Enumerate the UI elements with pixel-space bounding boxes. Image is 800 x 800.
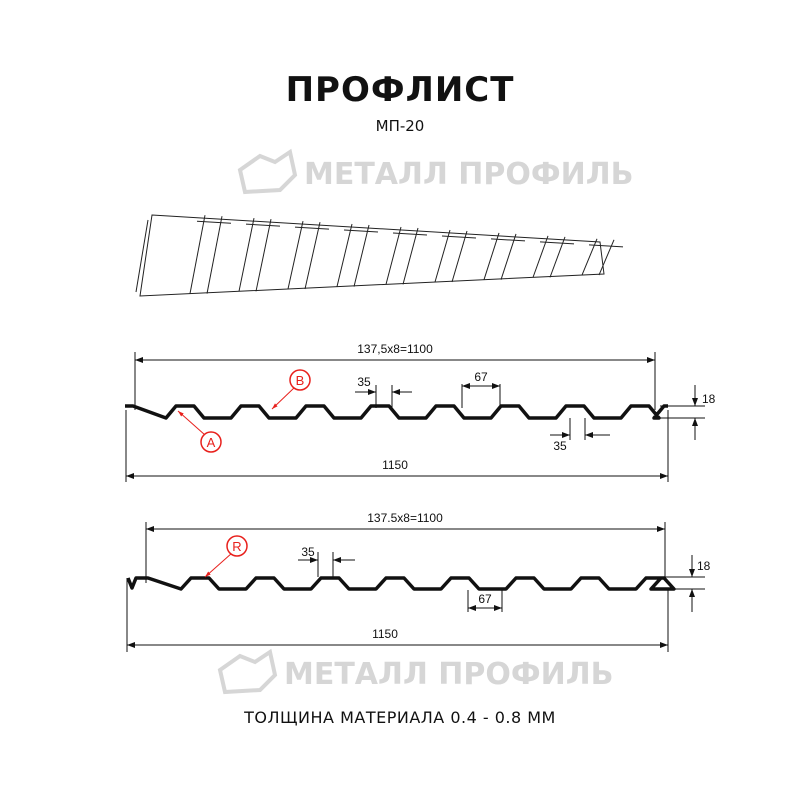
sheet-edge-line <box>135 219 149 293</box>
sheet-ridge-line <box>353 224 370 287</box>
profile-2-outline <box>126 576 676 591</box>
sheet-ridge-top <box>539 241 575 245</box>
sheet-ridge-top <box>196 220 232 224</box>
sheet-ridge-line <box>238 218 255 292</box>
sheet-ridge-line <box>532 235 549 278</box>
dim-height-label: 18 <box>702 392 716 406</box>
sheet-ridge-top <box>343 229 379 233</box>
watermark-logo-1: МЕТАЛЛ ПРОФИЛЬ <box>237 148 634 195</box>
page-subtitle: МП-20 <box>375 117 425 135</box>
sheet-ridge-line <box>304 221 321 290</box>
sheet-ridge-top <box>294 226 330 230</box>
dim-total-label: 1150 <box>372 627 398 641</box>
callout-r <box>226 535 248 557</box>
material-thickness-note: ТОЛЩИНА МАТЕРИАЛА 0.4 - 0.8 ММ <box>244 708 556 727</box>
sheet-outline <box>139 214 605 297</box>
callout-a <box>200 431 222 453</box>
profile-2: 137.5x8=1100 1150 35 67 18 R <box>126 511 711 652</box>
dim-bottom-flat-label: 35 <box>553 439 567 453</box>
callout-a-label: A <box>207 435 216 450</box>
sheet-ridge-line <box>336 223 353 287</box>
sheet-ridge-line <box>189 215 206 294</box>
callout-b-label: B <box>296 373 305 388</box>
watermark-text: МЕТАЛЛ ПРОФИЛЬ <box>304 157 634 192</box>
sheet-ridge-line <box>255 219 272 292</box>
dim-top-width-label: 35 <box>301 545 315 559</box>
sheet-ridge-line <box>287 220 304 290</box>
sheet-ridge-top <box>490 238 526 242</box>
profile-1: 137,5x8=1100 1150 35 67 35 18 B A <box>125 342 716 482</box>
watermark-logo-2: МЕТАЛЛ ПРОФИЛЬ <box>217 648 614 695</box>
callout-b <box>289 369 311 391</box>
sheet-3d-view <box>135 214 624 297</box>
sheet-ridge-line <box>500 233 517 280</box>
sheet-ridge-line <box>434 229 451 283</box>
sheet-ridge-line <box>581 238 598 276</box>
dim-total-label: 1150 <box>382 458 408 472</box>
watermark-text: МЕТАЛЛ ПРОФИЛЬ <box>284 657 614 692</box>
profile-1-outline <box>125 404 668 420</box>
sheet-ridge-line <box>402 227 419 285</box>
sheet-ridge-top <box>588 244 624 248</box>
sheet-ridge-line <box>385 226 402 285</box>
sheet-ridge-top <box>245 223 281 227</box>
sheet-ridge-top <box>441 235 477 239</box>
dim-bottom-width-label: 67 <box>474 370 488 384</box>
dim-bottom-width-label: 67 <box>478 592 492 606</box>
sheet-ridge-line <box>451 230 468 283</box>
dim-pitch-label: 137,5x8=1100 <box>357 342 433 356</box>
sheet-ridge-top <box>392 232 428 236</box>
page-title: ПРОФЛИСТ <box>285 70 515 110</box>
sheet-ridge-line <box>483 232 500 280</box>
callout-r-label: R <box>232 539 241 554</box>
dim-pitch-label: 137.5x8=1100 <box>367 511 443 525</box>
dim-top-width-label: 35 <box>357 375 371 389</box>
dim-height-label: 18 <box>697 559 711 573</box>
sheet-ridge-line <box>206 216 223 294</box>
